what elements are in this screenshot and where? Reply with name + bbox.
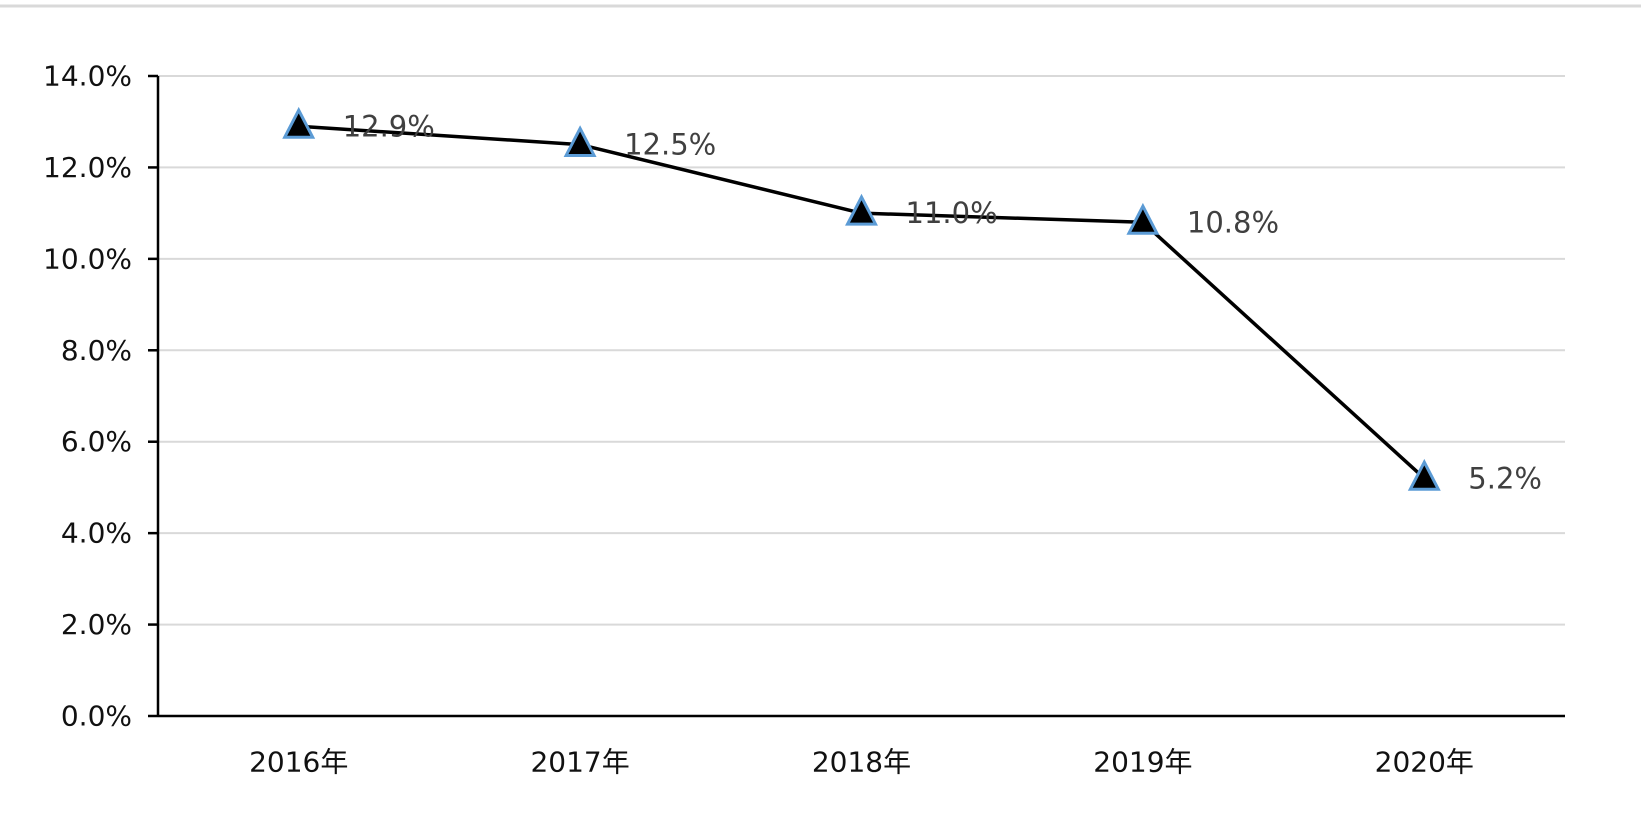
triangle-marker	[1126, 202, 1160, 235]
series-line	[298, 124, 1426, 480]
y-tick-label: 12.0%	[43, 151, 132, 184]
x-tick-label: 2017年	[530, 746, 629, 779]
x-tick-label: 2018年	[812, 746, 911, 779]
data-label: 12.9%	[343, 109, 435, 143]
x-tick-label: 2020年	[1375, 746, 1474, 779]
triangle-marker	[282, 106, 316, 139]
y-tick-label: 10.0%	[43, 242, 132, 275]
y-tick-label: 4.0%	[61, 517, 132, 550]
x-tick-label: 2016年	[249, 746, 348, 779]
axes	[156, 76, 1565, 718]
gridlines	[158, 75, 1565, 626]
y-tick-label: 8.0%	[61, 334, 132, 367]
triangle-marker	[563, 125, 597, 157]
y-tick-label: 0.0%	[61, 700, 132, 733]
data-label: 12.5%	[624, 128, 716, 162]
markers	[282, 106, 1441, 491]
x-tick-label: 2019年	[1093, 746, 1192, 779]
data-label: 11.0%	[906, 196, 998, 230]
x-axis-ticks: 2016年 2017年 2018年 2019年 2020年	[249, 746, 1474, 779]
series	[298, 124, 1426, 480]
y-tick-label: 6.0%	[61, 425, 132, 458]
data-label: 5.2%	[1468, 461, 1542, 495]
data-label: 10.8%	[1187, 205, 1279, 239]
triangle-marker	[845, 193, 878, 226]
y-tick-label: 14.0%	[43, 60, 132, 93]
triangle-marker	[1407, 458, 1441, 491]
y-axis-ticks: 0.0% 2.0% 4.0% 6.0% 8.0% 10.0% 12.0% 14.0%	[43, 60, 158, 733]
y-tick-label: 2.0%	[61, 608, 132, 641]
data-labels: 12.9% 12.5% 11.0% 10.8% 5.2%	[343, 109, 1542, 495]
